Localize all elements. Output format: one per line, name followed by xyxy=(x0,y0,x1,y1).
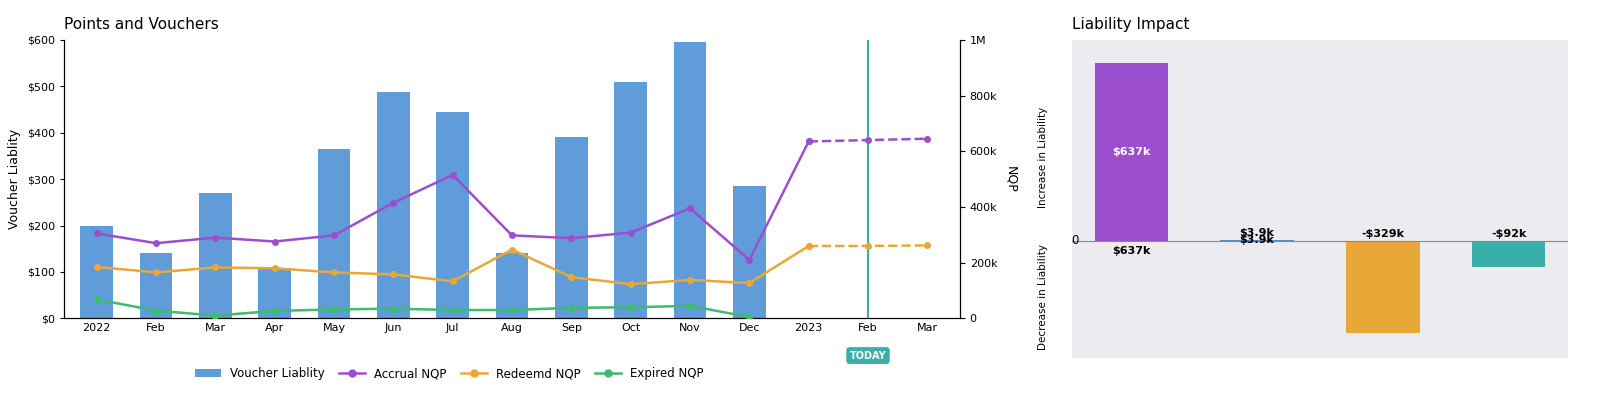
Text: Points and Vouchers: Points and Vouchers xyxy=(64,17,219,32)
Bar xyxy=(198,193,232,318)
Bar xyxy=(80,226,114,318)
Bar xyxy=(1347,241,1419,333)
Text: $3.9k: $3.9k xyxy=(1240,235,1275,245)
Bar xyxy=(437,112,469,318)
Y-axis label: NQP: NQP xyxy=(1003,166,1016,193)
Bar xyxy=(614,82,646,318)
Bar xyxy=(1472,241,1546,267)
Bar xyxy=(318,149,350,318)
Text: $637k: $637k xyxy=(1112,147,1150,157)
Text: $637k: $637k xyxy=(1112,246,1150,256)
Bar xyxy=(674,42,706,318)
Legend: Voucher Liablity, Accrual NQP, Redeemd NQP, Expired NQP: Voucher Liablity, Accrual NQP, Redeemd N… xyxy=(190,363,709,385)
Y-axis label: Voucher Liablity: Voucher Liablity xyxy=(8,129,21,229)
Text: Liability Impact: Liability Impact xyxy=(1072,17,1189,32)
Text: -$92k: -$92k xyxy=(1491,229,1526,239)
Bar xyxy=(496,254,528,318)
Bar xyxy=(555,137,587,318)
Bar xyxy=(139,254,173,318)
Text: 0: 0 xyxy=(1070,234,1078,248)
Bar xyxy=(378,92,410,318)
Bar xyxy=(1221,240,1293,241)
Bar xyxy=(733,186,766,318)
Bar xyxy=(1094,63,1168,241)
Text: -$329k: -$329k xyxy=(1362,229,1405,239)
Bar xyxy=(258,269,291,318)
Text: Decrease in Liability: Decrease in Liability xyxy=(1038,244,1048,350)
Text: Increase in Liability: Increase in Liability xyxy=(1038,107,1048,208)
Text: TODAY: TODAY xyxy=(850,351,886,361)
Text: $3.9k: $3.9k xyxy=(1240,228,1275,238)
